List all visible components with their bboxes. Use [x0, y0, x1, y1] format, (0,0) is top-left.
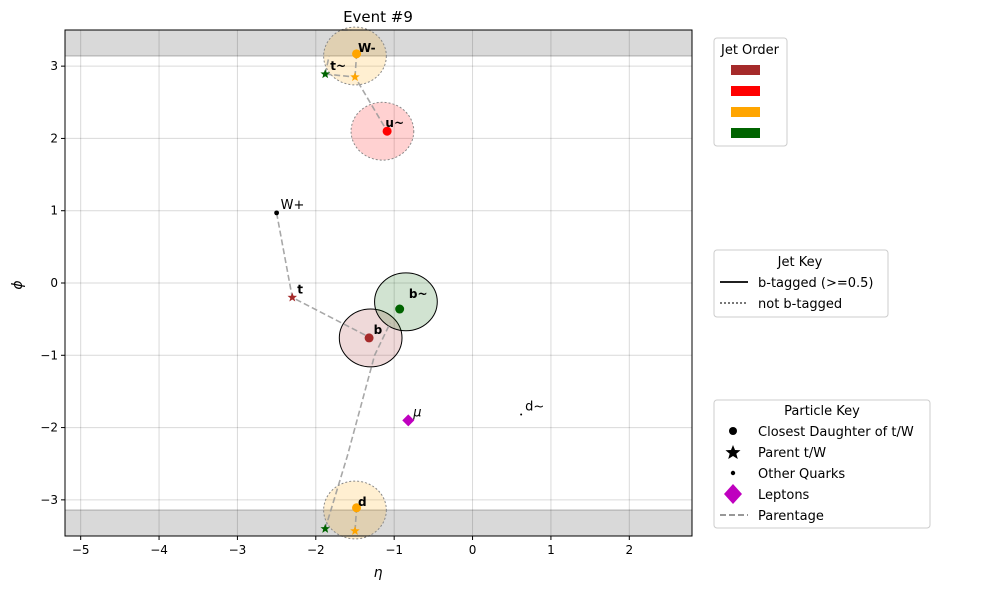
legend-jet-order-title: Jet Order	[720, 43, 780, 58]
jet-order-swatch-3	[731, 128, 760, 138]
x-tick-label-3: −2	[307, 543, 325, 557]
legend-particle-item-parentage: Parentage	[758, 509, 824, 524]
y-tick-label-5: 2	[50, 131, 58, 145]
particle-labels: t t~ W+ d~ μ b b~ u~ W-d	[281, 41, 545, 509]
other-quark-0	[274, 210, 280, 216]
jet-order-swatch-2	[731, 107, 760, 117]
legend-daughter-marker	[729, 427, 737, 435]
other-quark-1	[520, 413, 523, 416]
y-tick-label-6: 3	[50, 59, 58, 73]
x-tick-label-1: −4	[150, 543, 168, 557]
lepton-label-0: μ	[412, 405, 421, 420]
particle-markers	[274, 49, 523, 535]
jet-label-1: b~	[409, 287, 428, 301]
legend-particle-key: Particle Key Closest Daughter of t/W Par…	[713, 399, 931, 529]
jet-circle-1	[374, 272, 438, 332]
jet-order-swatch-0	[731, 65, 760, 75]
legend-particle-item-other: Other Quarks	[758, 467, 845, 482]
legend-jet-key: Jet Key b-tagged (>=0.5) not b-tagged	[713, 249, 889, 318]
x-tick-label-6: 1	[547, 543, 555, 557]
grid-lines	[65, 30, 692, 536]
parent-star-1	[320, 69, 330, 79]
legend-particle-item-lepton: Leptons	[758, 488, 810, 503]
parent-star-0	[287, 292, 298, 302]
jet-label-3: W-	[358, 41, 376, 55]
x-tick-label-4: −1	[385, 543, 403, 557]
y-tick-label-4: 1	[50, 204, 58, 218]
y-tick-label-0: −3	[40, 493, 58, 507]
legend-particle-item-parent: Parent t/W	[758, 446, 826, 461]
y-tick-label-3: 0	[50, 276, 58, 290]
x-tick-label-2: −3	[229, 543, 247, 557]
daughter-marker-4	[352, 503, 362, 513]
y-tick-label-1: −2	[40, 421, 58, 435]
daughter-marker-1	[395, 304, 405, 314]
y-axis-label: ϕ	[10, 280, 26, 289]
x-axis-label: η	[374, 565, 383, 581]
x-tick-label-5: 0	[469, 543, 477, 557]
other-quark-label-1: d~	[525, 400, 544, 415]
jet-label-2: u~	[385, 116, 404, 130]
legend-particle-key-title: Particle Key	[784, 404, 860, 419]
daughter-marker-2	[382, 126, 392, 136]
legend-jet-key-item-btag: b-tagged (>=0.5)	[758, 276, 874, 291]
parent-label-1: t~	[330, 59, 346, 73]
x-tick-label-0: −5	[72, 543, 90, 557]
parent-star-4	[350, 525, 360, 535]
shaded-bands	[64, 29, 693, 537]
y-tick-label-2: −1	[40, 348, 58, 362]
jet-circle-2	[350, 101, 415, 161]
legend-parent-star	[725, 445, 741, 459]
plot-background	[65, 30, 692, 536]
parent-label-0: t	[297, 282, 303, 296]
daughter-marker-3	[352, 49, 362, 59]
lepton-marker-0	[402, 414, 415, 427]
x-tick-label-7: 2	[625, 543, 633, 557]
jet-order-swatch-1	[731, 86, 760, 96]
jet-label-0: b	[374, 323, 383, 337]
parentage-line-5	[324, 322, 392, 530]
parent-star-2	[350, 71, 360, 82]
legend-other-quark-marker	[730, 470, 736, 476]
plot-area	[65, 30, 692, 536]
chart-title: Event #9	[343, 8, 413, 26]
legend-jet-order: Jet Order	[713, 37, 788, 147]
legend-jet-key-title: Jet Key	[777, 255, 823, 270]
shaded-band-0	[64, 29, 693, 57]
shaded-band-1	[64, 509, 693, 537]
legend-lepton-diamond	[724, 484, 742, 504]
jet-label-4: d	[358, 495, 367, 509]
legend-particle-item-daughter: Closest Daughter of t/W	[758, 425, 914, 440]
legend-jet-key-item-nobtag: not b-tagged	[758, 297, 842, 312]
axis-ticks: −5 −4 −3 −2 −1 0 1 2 −3 −2 −1 0 1 2 3	[40, 59, 633, 557]
daughter-marker-0	[364, 333, 374, 343]
other-quark-label-0: W+	[281, 198, 305, 213]
parent-star-3	[320, 523, 330, 533]
